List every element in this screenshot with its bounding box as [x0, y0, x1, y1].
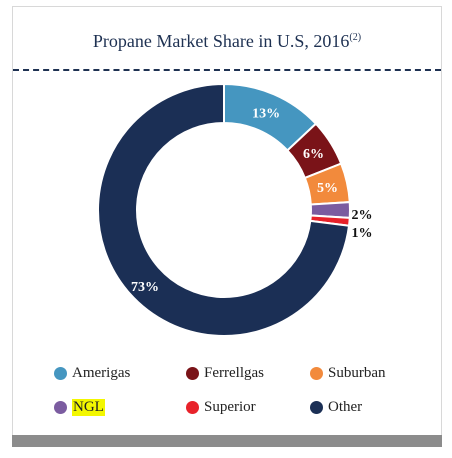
legend-swatch	[186, 401, 199, 414]
legend-label: Suburban	[328, 365, 386, 381]
data-label-other: 73%	[131, 280, 159, 295]
legend-label: Other	[328, 399, 363, 415]
legend-swatch	[310, 401, 323, 414]
title-divider	[13, 69, 441, 71]
legend-swatch	[54, 367, 67, 380]
data-label-ferrellgas: 6%	[303, 147, 324, 162]
legend-item-suburban: Suburban	[310, 365, 386, 382]
legend-item-superior: Superior	[186, 399, 256, 416]
legend-item-ferrellgas: Ferrellgas	[186, 365, 264, 382]
legend-swatch	[186, 367, 199, 380]
legend-swatch	[310, 367, 323, 380]
legend-label: NGL	[72, 399, 105, 416]
legend-label: Superior	[204, 399, 256, 415]
legend-item-amerigas: Amerigas	[54, 365, 130, 382]
data-label-amerigas: 13%	[252, 107, 280, 122]
legend-item-other: Other	[310, 399, 362, 416]
legend-swatch	[54, 401, 67, 414]
chart-card: Propane Market Share in U.S, 2016(2)	[12, 6, 442, 446]
chart-title: Propane Market Share in U.S, 2016(2)	[13, 31, 441, 52]
legend-label: Ferrellgas	[204, 365, 264, 381]
chart-title-text: Propane Market Share in U.S, 2016	[92, 31, 350, 51]
title-footnote-marker: (2)	[349, 32, 362, 43]
data-label-superior: 1%	[352, 226, 373, 241]
legend-label: Amerigas	[72, 365, 131, 381]
data-label-ngl: 2%	[352, 208, 373, 223]
data-label-suburban: 5%	[317, 181, 338, 196]
bottom-bar	[12, 435, 442, 447]
legend-item-ngl: NGL	[54, 399, 105, 416]
slice-other	[97, 82, 351, 337]
